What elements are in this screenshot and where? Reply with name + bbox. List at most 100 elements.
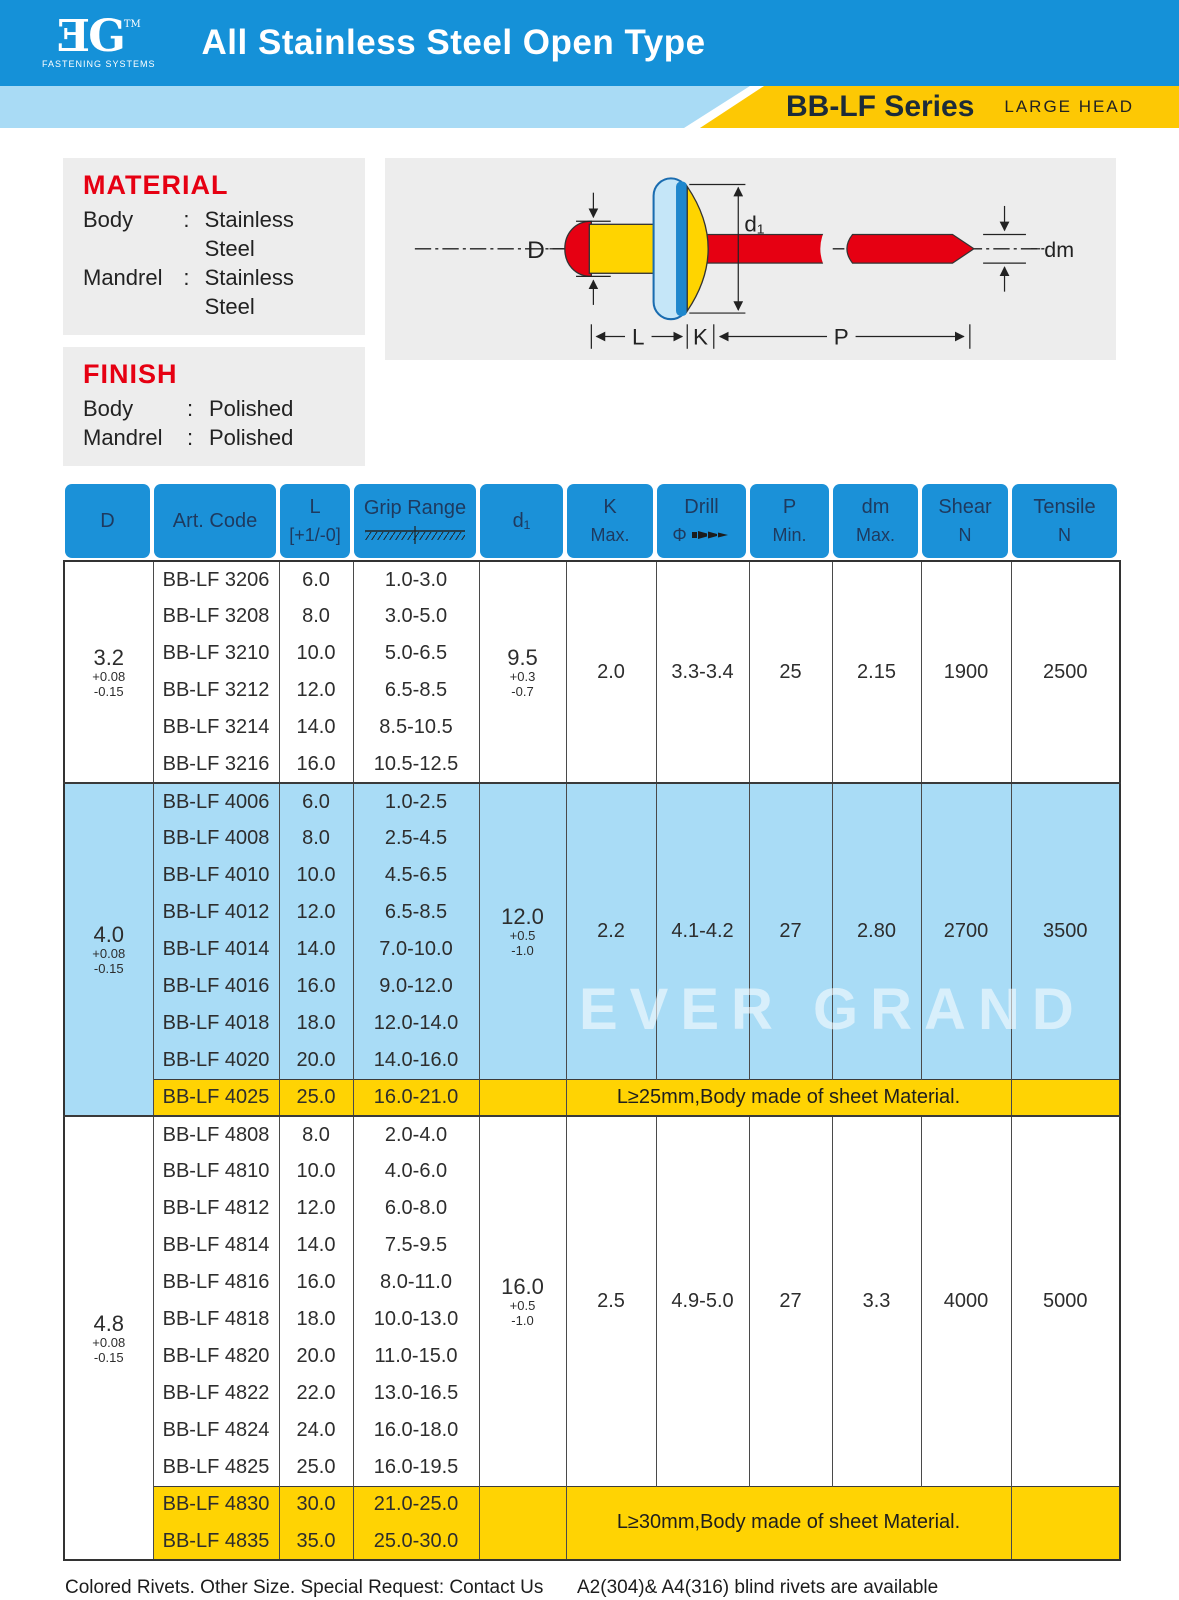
- length-cell: 14.0: [278, 709, 354, 746]
- k-cell: 2.0: [565, 561, 657, 783]
- grip-range-cell: 16.0-21.0: [352, 1078, 480, 1116]
- spec-label: Body: [83, 396, 134, 421]
- grip-range-icon: [365, 526, 465, 544]
- dm-cell: 2.80: [831, 782, 922, 1079]
- grip-range-cell: 8.5-10.5: [352, 709, 480, 746]
- table-row: BB-LF 4824 24.0 16.0-18.0: [64, 1412, 1120, 1449]
- length-cell: 20.0: [278, 1042, 354, 1079]
- table-row: 4.0 +0.08 -0.15 BB-LF 4006 6.0 1.0-2.5 12.…: [63, 782, 1121, 1116]
- spec-colon: :: [187, 425, 194, 450]
- grip-range-cell: 21.0-25.0: [352, 1485, 480, 1523]
- logo-letters: ƎG: [56, 11, 126, 62]
- table-row: BB-LF 4816 16.0 8.0-11.0: [64, 1264, 1120, 1301]
- art-code-cell: BB-LF 4820: [152, 1338, 280, 1375]
- mandrel-tail: [564, 220, 593, 278]
- header-cell-art-code: Art. Code: [154, 484, 276, 558]
- length-cell: 10.0: [278, 635, 354, 672]
- finish-panel: FINISH Body : Polished Mandrel : Polishe…: [63, 347, 365, 466]
- length-cell: 14.0: [278, 1227, 354, 1264]
- spec-colon: :: [183, 207, 190, 232]
- table-row: 3.2 +0.08 -0.15 BB-LF 3206 6.0 1.0-3.0 9.5…: [63, 561, 1121, 783]
- length-cell: 30.0: [278, 1485, 354, 1523]
- table-row: BB-LF 4010 10.0 4.5-6.5: [64, 857, 1120, 894]
- art-code-cell: BB-LF 3212: [152, 672, 280, 709]
- k-cell: 2.5: [565, 1115, 657, 1486]
- spec-value: Stainless Steel: [204, 207, 294, 261]
- d1-cell: 9.5 +0.3 -0.7: [478, 561, 567, 783]
- art-code-cell: BB-LF 3214: [152, 709, 280, 746]
- finish-mandrel-row: Mandrel : Polished: [83, 423, 345, 452]
- grip-range-cell: 7.5-9.5: [352, 1227, 480, 1264]
- series-title: BB-LF Series: [786, 90, 975, 123]
- table-row: BB-LF 4812 12.0 6.0-8.0: [64, 1190, 1120, 1227]
- grip-range-cell: 10.0-13.0: [352, 1301, 480, 1338]
- table-row: BB-LF 4016 16.0 9.0-12.0: [64, 968, 1120, 1005]
- note-cell: L≥25mm,Body made of sheet Material.: [565, 1078, 1012, 1116]
- length-cell: 14.0: [278, 931, 354, 968]
- grip-range-cell: 25.0-30.0: [352, 1523, 480, 1560]
- art-code-cell: BB-LF 4822: [152, 1375, 280, 1412]
- art-code-cell: BB-LF 4830: [152, 1485, 280, 1523]
- grip-range-cell: 14.0-16.0: [352, 1042, 480, 1079]
- d-group-cell: 4.0 +0.08 -0.15: [63, 782, 154, 1116]
- table-row: BB-LF 4012 12.0 6.5-8.5: [64, 894, 1120, 931]
- header-cell-tensile: Tensile N: [1012, 484, 1117, 558]
- art-code-cell: BB-LF 4814: [152, 1227, 280, 1264]
- table-row: BB-LF 3216 16.0 10.5-12.5: [64, 746, 1120, 783]
- header-cell-length: L [+1/-0]: [280, 484, 350, 558]
- page-title: All Stainless Steel Open Type: [201, 23, 706, 62]
- length-cell: 10.0: [278, 857, 354, 894]
- spec-value: Polished: [209, 425, 294, 450]
- grip-range-cell: 12.0-14.0: [352, 1005, 480, 1042]
- grip-range-cell: 2.5-4.5: [352, 820, 480, 857]
- grip-range-cell: 6.5-8.5: [352, 894, 480, 931]
- art-code-cell: BB-LF 3216: [152, 746, 280, 783]
- dim-label-p: P: [834, 325, 849, 350]
- note-line: Colored Rivets. Other Size. Special Requ…: [65, 1577, 544, 1598]
- table-row: BB-LF 4008 8.0 2.5-4.5: [64, 820, 1120, 857]
- header-cell-dm-max: dm Max.: [833, 484, 918, 558]
- grip-range-cell: 5.0-6.5: [352, 635, 480, 672]
- top-banner: ƎGTM FASTENING SYSTEMS All Stainless Ste…: [0, 0, 1179, 86]
- sub-band: BB-LF Series LARGE HEAD: [0, 86, 1179, 128]
- note-row: BB-LF 4835 35.0 25.0-30.0: [64, 1523, 1120, 1560]
- table-row: BB-LF 4820 20.0 11.0-15.0: [64, 1338, 1120, 1375]
- table-row: BB-LF 4014 14.0 7.0-10.0: [64, 931, 1120, 968]
- art-code-cell: BB-LF 4014: [152, 931, 280, 968]
- empty-cell: [478, 1078, 567, 1116]
- drill-icon: [691, 531, 728, 539]
- p-cell: 25: [748, 561, 833, 783]
- length-cell: 8.0: [278, 1115, 354, 1153]
- art-code-cell: BB-LF 4824: [152, 1412, 280, 1449]
- art-code-cell: BB-LF 3206: [152, 561, 280, 598]
- header-cell-grip-range: Grip Range: [354, 484, 476, 558]
- grip-range-cell: 1.0-2.5: [352, 782, 480, 820]
- art-code-cell: BB-LF 4812: [152, 1190, 280, 1227]
- table-row: BB-LF 3212 12.0 6.5-8.5: [64, 672, 1120, 709]
- art-code-cell: BB-LF 3210: [152, 635, 280, 672]
- material-mandrel-row: Mandrel : Stainless Steel: [83, 263, 345, 321]
- art-code-cell: BB-LF 3208: [152, 598, 280, 635]
- header-cell-k-max: K Max.: [567, 484, 653, 558]
- logo-mark: ƎGTM: [42, 15, 156, 59]
- length-cell: 12.0: [278, 672, 354, 709]
- length-cell: 35.0: [278, 1523, 354, 1560]
- d1-cell: 16.0 +0.5 -1.0: [478, 1115, 567, 1486]
- grip-range-cell: 16.0-19.5: [352, 1449, 480, 1486]
- material-body-row: Body : Stainless Steel: [83, 205, 345, 263]
- dim-label-k: K: [693, 325, 708, 350]
- length-cell: 10.0: [278, 1153, 354, 1190]
- mandrel-stem: [689, 233, 828, 264]
- art-code-cell: BB-LF 4018: [152, 1005, 280, 1042]
- length-cell: 12.0: [278, 894, 354, 931]
- material-heading: MATERIAL: [83, 170, 229, 200]
- empty-cell: [1010, 1485, 1121, 1560]
- length-cell: 6.0: [278, 561, 354, 598]
- dm-cell: 2.15: [831, 561, 922, 783]
- table-row: BB-LF 3210 10.0 5.0-6.5: [64, 635, 1120, 672]
- table-row: BB-LF 4825 25.0 16.0-19.5: [64, 1449, 1120, 1486]
- length-cell: 16.0: [278, 746, 354, 783]
- grip-range-cell: 1.0-3.0: [352, 561, 480, 598]
- length-cell: 8.0: [278, 820, 354, 857]
- note-cell: L≥30mm,Body made of sheet Material.: [565, 1485, 1012, 1560]
